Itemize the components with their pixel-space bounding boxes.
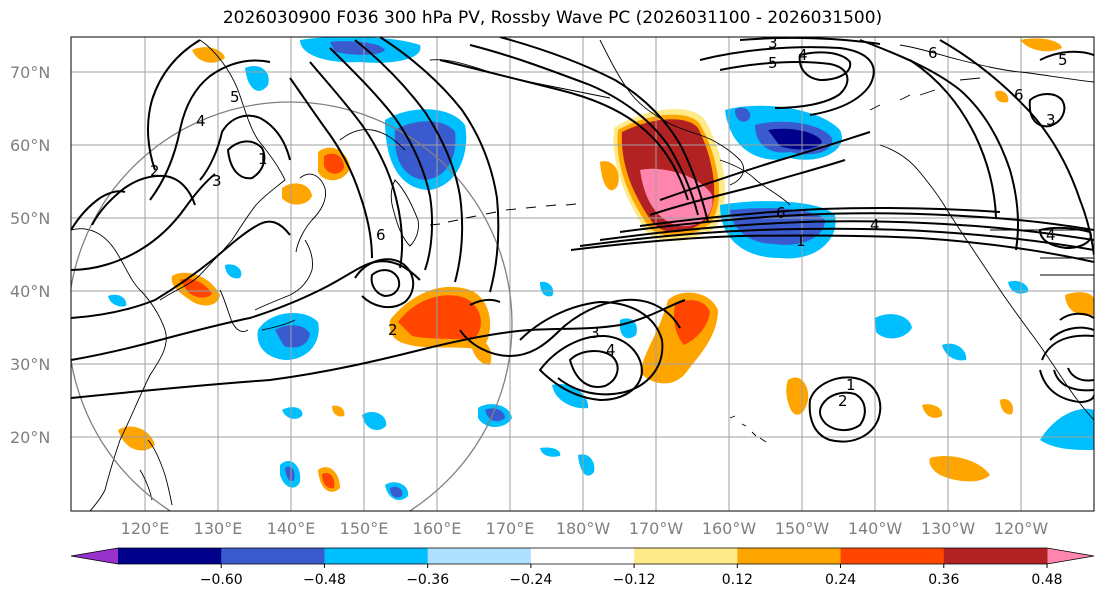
contour-label: 2 (388, 321, 398, 339)
lon-label: 160°E (413, 519, 462, 538)
lon-label: 120°W (994, 519, 1049, 538)
contour-label: 3 (1046, 111, 1056, 129)
colorbar: −0.60 −0.48 −0.36 −0.24 −0.12 0.12 0.24 0.36 0.4… (70, 547, 1095, 588)
pv-contours (71, 37, 1094, 443)
graticule (71, 37, 1094, 511)
lon-label: 140°E (267, 519, 316, 538)
contour-label: 2 (838, 392, 848, 410)
colorbar-tick-label: 0.48 (1031, 572, 1062, 588)
lat-label: 30°N (10, 355, 50, 374)
lat-label: 40°N (10, 282, 50, 301)
contour-label: 5 (1058, 51, 1068, 69)
colorbar-cell (943, 548, 1048, 564)
contour-label: 1 (796, 232, 806, 250)
contour-label: 4 (606, 341, 616, 359)
contour-label: 6 (376, 226, 386, 244)
contour-label: 5 (768, 54, 778, 72)
colorbar-extend-low (71, 548, 118, 564)
colorbar-cell (530, 548, 635, 564)
lon-label: 150°W (775, 519, 830, 538)
lon-label: 170°W (629, 519, 684, 538)
lat-label: 20°N (10, 428, 50, 447)
contour-label: 4 (196, 112, 206, 130)
contour-label: 1 (846, 376, 856, 394)
lat-label: 70°N (10, 63, 50, 82)
colorbar-tick-label: −0.48 (303, 572, 346, 588)
colorbar-extend-high (1047, 548, 1094, 564)
lon-label: 130°W (921, 519, 976, 538)
colorbar-tick-label: 0.12 (722, 572, 753, 588)
colorbar-tick-label: −0.24 (509, 572, 552, 588)
contour-label: 5 (230, 88, 240, 106)
highlight-circle (71, 101, 513, 511)
contour-label: 6 (1014, 86, 1024, 104)
colorbar-cell (840, 548, 945, 564)
lon-label: 180°W (556, 519, 611, 538)
colorbar-tick-label: −0.60 (200, 572, 243, 588)
contour-label: 4 (1046, 226, 1056, 244)
lon-label: 130°E (194, 519, 243, 538)
longitude-labels: 120°E 130°E 140°E 150°E 160°E 170°E 180°… (121, 519, 1049, 538)
lon-label: 150°E (340, 519, 389, 538)
lat-label: 60°N (10, 136, 50, 155)
pv-anomaly-shading (108, 37, 1094, 501)
contour-label: 6 (928, 44, 938, 62)
lat-label: 50°N (10, 209, 50, 228)
contour-label: 4 (870, 216, 880, 234)
lon-label: 160°W (702, 519, 757, 538)
colorbar-cell (737, 548, 842, 564)
contour-label: 1 (258, 150, 268, 168)
map-frame (70, 36, 1095, 512)
contour-label: 2 (150, 162, 160, 180)
contour-label: 3 (590, 324, 600, 342)
contour-label: 3 (212, 172, 222, 190)
colorbar-tick-label: −0.36 (406, 572, 449, 588)
lon-label: 170°E (486, 519, 535, 538)
contour-label: 4 (798, 46, 808, 64)
contour-label: 3 (768, 34, 778, 52)
colorbar-tick-label: −0.12 (613, 572, 656, 588)
latitude-labels: 70°N 60°N 50°N 40°N 30°N 20°N (10, 63, 50, 447)
colorbar-tick-label: 0.24 (825, 572, 856, 588)
colorbar-cell (324, 548, 429, 564)
colorbar-cell (427, 548, 532, 564)
contour-label: 6 (776, 204, 786, 222)
lon-label: 120°E (121, 519, 170, 538)
colorbar-tick-label: 0.36 (928, 572, 959, 588)
colorbar-cell (634, 548, 738, 564)
lon-label: 140°W (848, 519, 903, 538)
contour-labels: 3 4 5 6 3 3 5 6 4 5 4 1 6 2 4 2 3 4 1 2 … (150, 34, 1068, 410)
colorbar-cell (221, 548, 325, 564)
plot-title: 2026030900 F036 300 hPa PV, Rossby Wave … (222, 8, 883, 28)
colorbar-cell (118, 548, 222, 564)
